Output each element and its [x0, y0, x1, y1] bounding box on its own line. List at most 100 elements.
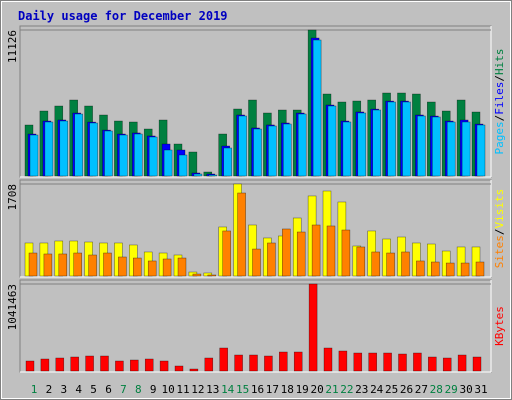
bar [163, 149, 173, 177]
bar [311, 224, 321, 277]
bar [89, 122, 98, 177]
bar [476, 124, 486, 177]
x-tick-label: 8 [135, 383, 142, 396]
bar [223, 147, 232, 177]
bar [428, 356, 437, 372]
bar [323, 347, 333, 372]
bar [40, 358, 50, 372]
x-tick-label: 11 [176, 383, 189, 396]
bar [417, 115, 426, 177]
bar [387, 101, 396, 177]
x-tick-label: 1 [31, 383, 38, 396]
bar [353, 352, 363, 372]
x-tick-label: 18 [281, 383, 294, 396]
bar [264, 355, 273, 372]
bar [368, 352, 377, 372]
bar [188, 151, 198, 177]
bar [460, 262, 470, 277]
y-tick-label: 1708 [6, 184, 19, 211]
bar [341, 229, 351, 277]
x-tick-label: 30 [459, 383, 472, 396]
bar [283, 123, 292, 177]
y-tick-label: 1041463 [6, 284, 19, 330]
bar [326, 225, 336, 277]
x-tick-label: 4 [75, 383, 82, 396]
bar [398, 353, 407, 372]
bar [342, 121, 352, 177]
x-tick-label: 26 [400, 383, 413, 396]
bar [219, 347, 228, 372]
x-tick-label: 17 [266, 383, 279, 396]
bar [59, 120, 69, 177]
bar [312, 39, 322, 177]
bar [204, 357, 214, 372]
bar [100, 355, 109, 372]
bar [431, 261, 440, 277]
legend-separator: / [493, 75, 506, 82]
x-tick-label: 28 [430, 383, 443, 396]
bar [234, 354, 243, 372]
x-tick-label: 29 [445, 383, 458, 396]
bar [159, 360, 169, 372]
legend-separator: / [493, 115, 506, 122]
x-tick-label: 23 [355, 383, 368, 396]
bar [29, 134, 39, 177]
bar [70, 356, 79, 372]
legend-entry: Files [493, 82, 506, 115]
bar [148, 136, 158, 177]
bar [104, 130, 113, 177]
bar [442, 357, 452, 372]
legend: KBytes [493, 306, 506, 346]
bar [371, 251, 380, 277]
x-tick-label: 21 [325, 383, 338, 396]
x-tick-label: 24 [370, 383, 384, 396]
bar [134, 133, 143, 177]
legend-entry: Sites [493, 235, 506, 268]
bar [267, 242, 276, 277]
x-tick-label: 25 [385, 383, 398, 396]
x-tick-label: 7 [120, 383, 127, 396]
bar [357, 112, 367, 177]
bar [446, 121, 456, 177]
x-tick-label: 16 [251, 383, 264, 396]
bar [118, 256, 127, 277]
legend-entry: Visits [493, 189, 506, 229]
bar [383, 352, 392, 372]
legend-entry: Hits [493, 49, 506, 76]
bar [338, 350, 348, 372]
bar [249, 354, 258, 372]
bar [356, 246, 366, 277]
bar [103, 252, 112, 277]
bar [208, 174, 218, 177]
bar [177, 257, 187, 277]
bar [237, 192, 246, 277]
bar [282, 228, 291, 277]
bar [73, 252, 82, 277]
bar [44, 121, 54, 177]
bar [308, 283, 318, 372]
bar [88, 254, 97, 277]
bar [296, 231, 306, 277]
x-tick-label: 9 [150, 383, 157, 396]
bar [189, 368, 199, 372]
legend-separator: / [493, 229, 506, 236]
bar [253, 128, 262, 177]
legend: Sites/Visits [493, 189, 506, 269]
bar [268, 125, 277, 177]
bar [162, 258, 172, 277]
bar [432, 116, 441, 177]
x-tick-label: 5 [90, 383, 97, 396]
bar [74, 113, 83, 177]
x-tick-label: 6 [105, 383, 112, 396]
bar [193, 173, 203, 177]
x-tick-label: 3 [60, 383, 67, 396]
legend-entry: KBytes [493, 306, 506, 346]
x-tick-label: 27 [415, 383, 428, 396]
x-tick-label: 12 [191, 383, 204, 396]
bar [252, 248, 261, 277]
bar [25, 360, 35, 372]
bar [222, 230, 231, 277]
bar [207, 274, 217, 277]
bar [401, 251, 410, 277]
